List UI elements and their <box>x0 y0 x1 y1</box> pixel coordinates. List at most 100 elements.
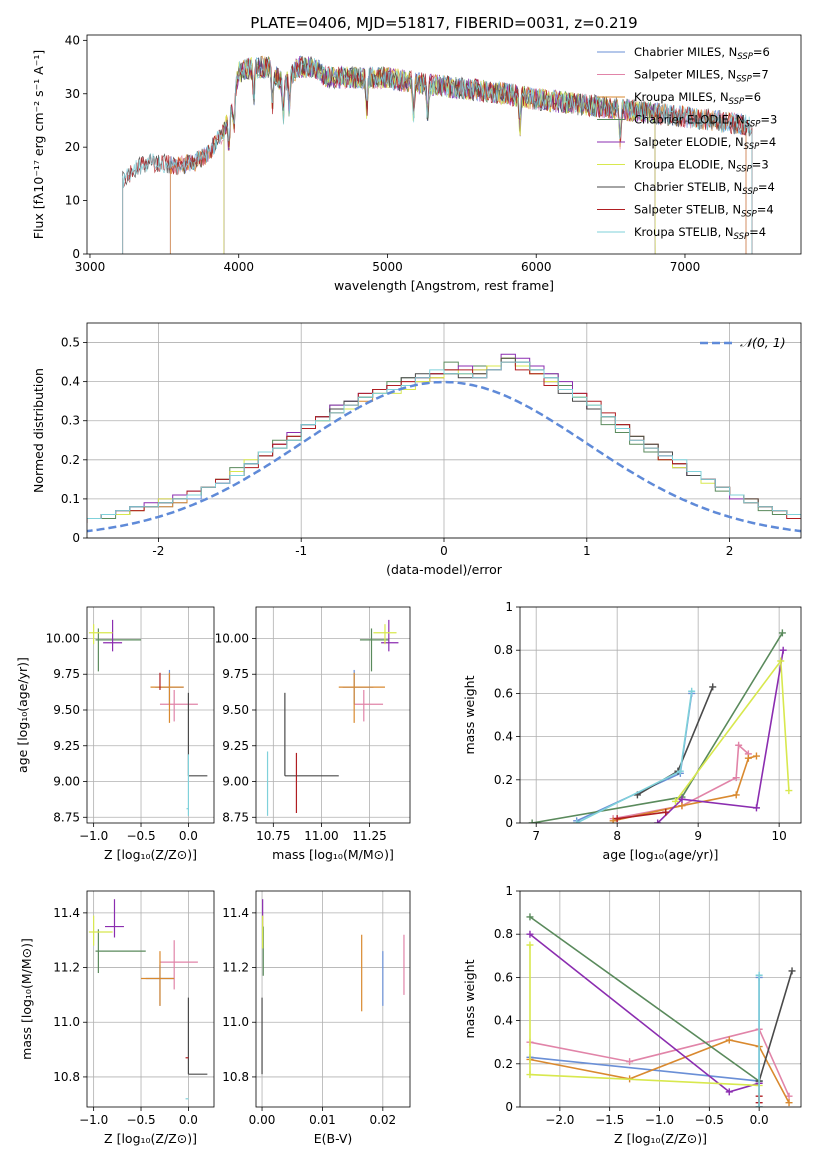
age-vs-mass-xtick-label: 11.25 <box>352 829 386 843</box>
residual-hist-kroupa-elodie <box>87 357 801 519</box>
mass-weight-vs-age-marker-chabrier-elodie <box>778 629 786 637</box>
mass-weight-vs-age-marker-salpeter-elodie <box>654 819 662 823</box>
age-vs-mass-errorbar-kroupa-elodie <box>373 624 397 645</box>
legend-subscript: SSP <box>741 210 757 220</box>
mass-weight-vs-z-line-salpeter-elodie <box>529 933 760 1093</box>
gaussian-legend-label: 𝒩(0, 1) <box>740 335 786 350</box>
residuals-ylabel: Normed distribution <box>31 368 46 493</box>
mass-vs-z-ytick-label: 11.4 <box>53 906 80 920</box>
mass-weight-vs-age-marker-kroupa-elodie <box>671 797 679 805</box>
mass-weight-vs-age-line-salpeter-elodie <box>657 650 784 823</box>
age-vs-mass-ytick-label: 9.00 <box>222 775 249 789</box>
legend-tail: =3 <box>760 113 777 127</box>
mass-vs-z-xtick-label: 0.0 <box>179 1113 198 1127</box>
legend-text: Salpeter STELIB, N <box>634 203 741 217</box>
spectrum-ytick-label: 30 <box>65 87 80 101</box>
legend-tail: =4 <box>759 135 776 149</box>
mass-vs-z-errorbars <box>88 899 208 1100</box>
mass-weight-vs-z-ytick-label: 0.4 <box>494 1014 513 1028</box>
mass-weight-vs-age-marker-salpeter-elodie <box>779 646 787 654</box>
age-vs-mass-errorbars <box>266 619 399 816</box>
mass-weight-vs-z-xlabel: Z [log₁₀(Z/Z⊙)] <box>614 1131 707 1146</box>
residual-histogram-panel: -2 -1 0 1 2 0 0.1 0.2 0.3 0.4 0.5 (data-model)/erro… <box>31 322 802 577</box>
residuals-ytick-label: 0.5 <box>61 336 80 350</box>
mass-weight-vs-z-ytick-label: 0 <box>505 1100 513 1114</box>
mass-weight-vs-z-xtick-label: −1.0 <box>645 1113 674 1127</box>
mass-weight-vs-age-ytick-label: 0 <box>505 816 513 830</box>
legend-subscript: SSP <box>729 97 745 107</box>
gaussian-curve <box>87 380 801 533</box>
mass-weight-vs-age-ytick-label: 1 <box>505 600 513 614</box>
legend-text: Salpeter ELODIE, N <box>634 135 744 149</box>
residuals-ytick-label: 0.4 <box>61 375 80 389</box>
mass-vs-z-ytick-label: 11.2 <box>53 961 80 975</box>
legend-tail: =7 <box>752 68 769 82</box>
age-vs-z-xlabel: Z [log₁₀(Z/Z⊙)] <box>104 847 197 862</box>
legend-tail: =3 <box>752 158 769 172</box>
age-vs-mass-errorbar-chabrier-elodie <box>359 628 389 672</box>
spectrum-ytick-label: 0 <box>72 247 80 261</box>
residuals-xtick-label: 0 <box>440 544 448 558</box>
mass-weight-vs-age-xtick-label: 10 <box>771 829 786 843</box>
mass-weight-vs-z-lines <box>526 913 796 1107</box>
spectrum-ytick-label: 10 <box>65 194 80 208</box>
mass-weight-vs-age-ytick-label: 0.8 <box>494 643 513 657</box>
legend-tail: =4 <box>749 225 766 239</box>
mass-weight-vs-age-marker-salpeter-elodie <box>752 804 760 812</box>
mass-weight-vs-metallicity-panel: −2.0 −1.5 −1.0 −0.5 0.0 0 0.2 0.4 0.6 0.8 1 Z [log₁… <box>462 884 802 1146</box>
mass-weight-vs-age-ytick-label: 0.6 <box>494 686 513 700</box>
residuals-xtick-label: -2 <box>152 544 164 558</box>
mass-vs-z-errorbar-salpeter-miles <box>159 940 198 990</box>
mass-weight-vs-age-xlabel: age [log₁₀(age/yr)] <box>603 847 719 862</box>
mass-weight-vs-age-marker-kroupa-miles <box>609 817 617 823</box>
age-vs-z-errorbar-chabrier-elodie <box>95 628 142 672</box>
legend-text: Kroupa STELIB, N <box>634 225 734 239</box>
spectrum-xtick-label: 6000 <box>521 260 552 274</box>
residual-hist-kroupa-stelib <box>87 361 801 519</box>
legend-tail: =4 <box>758 180 775 194</box>
mass-vs-z-xlabel: Z [log₁₀(Z/Z⊙)] <box>104 1131 197 1146</box>
mass-weight-vs-z-frame <box>519 890 802 1108</box>
age-vs-mass-errorbar-salpeter-elodie <box>381 619 399 652</box>
mass-weight-vs-age-line-salpeter-miles <box>612 743 749 820</box>
mass-weight-vs-age-ylabel: mass weight <box>462 675 477 754</box>
mass-weight-vs-z-ytick-label: 0.8 <box>494 927 513 941</box>
mass-weight-vs-age-marker-salpeter-elodie <box>678 795 686 803</box>
mass-vs-z-xtick-label: −0.5 <box>126 1113 155 1127</box>
spectrum-xtick-label: 5000 <box>372 260 403 274</box>
spectrum-xlabel: wavelength [Angstrom, rest frame] <box>334 278 554 293</box>
legend-text: Chabrier MILES, N <box>634 45 737 59</box>
residuals-ytick-label: 0 <box>72 531 80 545</box>
mass-weight-vs-z-xtick-label: −0.5 <box>695 1113 724 1127</box>
legend-subscript: SSP <box>744 142 760 152</box>
mass-weight-vs-age-marker-kroupa-elodie <box>785 787 793 795</box>
mass-weight-vs-z-marker-kroupa-stelib <box>755 971 763 979</box>
spectrum-legend-label-kroupa-stelib: Kroupa STELIB, NSSP=4 <box>634 225 766 242</box>
age-vs-z-xtick-label: −0.5 <box>126 829 155 843</box>
legend-subscript: SSP <box>736 75 752 85</box>
spectrum-legend-label-chabrier-elodie: Chabrier ELODIE, NSSP=3 <box>634 113 777 130</box>
mass-vs-z-errorbar-kroupa-elodie <box>88 915 113 946</box>
mass-vs-z-ylabel: mass [log₁₀(M/M⊙)] <box>19 938 34 1060</box>
legend-text: Chabrier ELODIE, N <box>634 113 745 127</box>
residuals-ytick-label: 0.1 <box>61 492 80 506</box>
legend-tail: =6 <box>744 90 761 104</box>
legend-subscript: SSP <box>742 187 758 197</box>
spectrum-panel: 3000 4000 5000 6000 7000 0 10 20 30 40 wavelength … <box>31 33 802 293</box>
age-vs-z-ytick-label: 9.00 <box>53 775 80 789</box>
spectrum-legend-label-kroupa-miles: Kroupa MILES, NSSP=6 <box>634 90 761 107</box>
mass-weight-vs-age-marker-kroupa-elodie <box>777 657 785 665</box>
spectrum-legend-label-chabrier-stelib: Chabrier STELIB, NSSP=4 <box>634 180 775 197</box>
mass-weight-vs-age-line-salpeter-stelib <box>617 811 666 820</box>
mass-vs-z-xtick-label: −1.0 <box>79 1113 108 1127</box>
mass-weight-vs-z-ylabel: mass weight <box>462 959 477 1038</box>
age-vs-mass-ytick-label: 9.50 <box>222 703 249 717</box>
mass-weight-vs-z-marker-salpeter-elodie <box>725 1088 733 1096</box>
mass-weight-vs-age-marker-kroupa-miles <box>752 752 760 760</box>
legend-tail: =4 <box>757 203 774 217</box>
mass-vs-z-ytick-label: 10.8 <box>53 1070 80 1084</box>
residual-hist-salpeter-elodie <box>87 353 801 519</box>
spectrum-legend-label-salpeter-elodie: Salpeter ELODIE, NSSP=4 <box>634 135 776 152</box>
legend-subscript: SSP <box>734 232 750 242</box>
